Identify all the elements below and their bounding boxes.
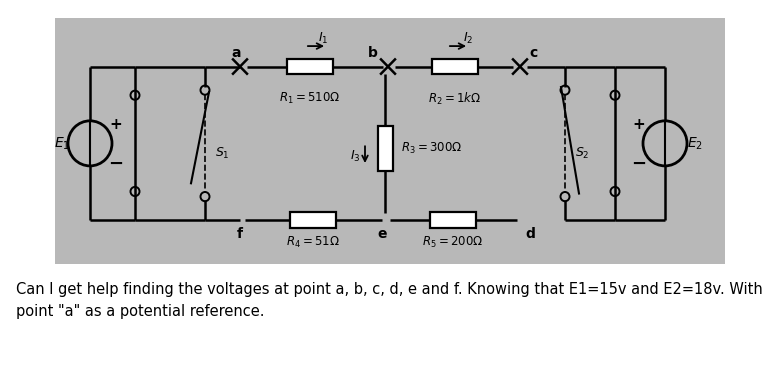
Text: $R_2 = 1k\Omega$: $R_2 = 1k\Omega$: [428, 91, 481, 107]
Text: −: −: [108, 155, 123, 173]
Bar: [430, 212, 476, 228]
Text: $I_3$: $I_3$: [349, 149, 360, 164]
Text: $I_2$: $I_2$: [463, 31, 473, 46]
Bar: [432, 59, 478, 74]
Text: f: f: [237, 227, 243, 242]
Text: a: a: [231, 46, 241, 60]
Bar: [55, 18, 725, 264]
Text: $I_1$: $I_1$: [317, 31, 328, 46]
Bar: [289, 212, 335, 228]
Text: $R_1 = 510\Omega$: $R_1 = 510\Omega$: [279, 91, 341, 106]
Bar: [287, 59, 333, 74]
Text: $E_2$: $E_2$: [687, 135, 703, 152]
Text: e: e: [378, 227, 387, 242]
Text: +: +: [633, 118, 645, 132]
Text: $R_5 = 200\Omega$: $R_5 = 200\Omega$: [422, 235, 483, 250]
Text: −: −: [632, 155, 647, 173]
Text: Can I get help finding the voltages at point a, b, c, d, e and f. Knowing that E: Can I get help finding the voltages at p…: [16, 282, 762, 319]
Text: c: c: [529, 46, 537, 60]
Text: $R_4 = 51\Omega$: $R_4 = 51\Omega$: [285, 235, 339, 250]
Text: $E_1$: $E_1$: [54, 135, 70, 152]
Text: $S_1$: $S_1$: [215, 146, 229, 161]
Text: $S_2$: $S_2$: [575, 146, 590, 161]
Bar: [378, 126, 392, 171]
Text: +: +: [110, 118, 122, 132]
Text: b: b: [368, 46, 378, 60]
Text: $R_3 = 300\Omega$: $R_3 = 300\Omega$: [401, 141, 463, 156]
Text: d: d: [525, 227, 535, 242]
